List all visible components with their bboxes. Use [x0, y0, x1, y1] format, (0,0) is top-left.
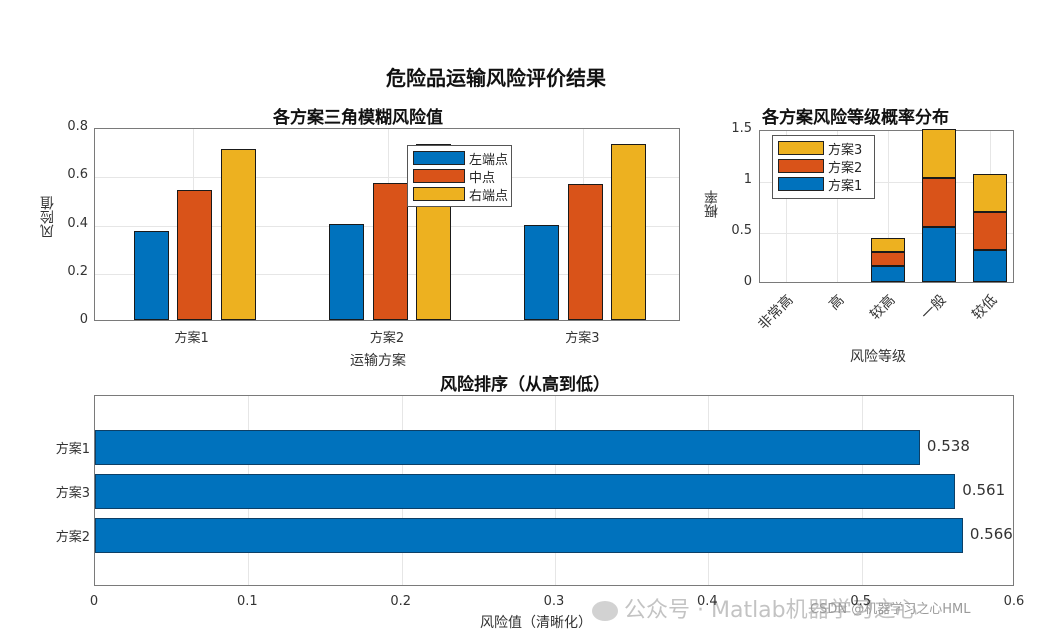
chart2-x-label: 风险等级 — [850, 349, 906, 365]
x-tick-label: 较高 — [866, 292, 898, 324]
legend-item: 方案1 — [773, 175, 874, 194]
data-label: 0.566 — [969, 525, 1013, 543]
y-tick-label: 0.4 — [67, 215, 88, 231]
chart1-legend: 左端点 中点 右端点 — [407, 145, 512, 207]
legend-item: 方案3 — [773, 139, 874, 158]
grid-line — [836, 131, 838, 282]
legend-label: 右端点 — [469, 188, 509, 204]
stack-方案1 — [870, 265, 905, 282]
ranking-bar — [95, 430, 920, 465]
x-tick-label: 方案1 — [174, 331, 209, 346]
bar-右端点 — [611, 143, 647, 320]
y-tick-label: 方案2 — [55, 530, 90, 545]
y-tick-label: 0.8 — [67, 119, 88, 134]
x-tick-label: 0 — [89, 594, 99, 609]
legend-swatch — [778, 159, 824, 173]
x-tick-label: 方案3 — [565, 331, 600, 346]
y-tick-label: 0 — [743, 274, 752, 289]
legend-item: 右端点 — [408, 185, 511, 204]
x-tick-label: 高 — [825, 292, 847, 314]
watermark-csdn: CSDN @机器学习之心HML — [810, 602, 971, 617]
legend-item: 中点 — [408, 167, 511, 186]
grid-line — [760, 182, 1013, 183]
stack-方案3 — [921, 129, 956, 178]
stack-方案2 — [870, 252, 905, 266]
grid-line — [760, 233, 1013, 234]
legend-swatch — [413, 151, 465, 165]
legend-swatch — [778, 141, 824, 155]
chart2-y-label: 概率 — [704, 190, 720, 218]
legend-label: 左端点 — [469, 152, 509, 168]
legend-item: 方案2 — [773, 157, 874, 176]
data-label: 0.561 — [962, 481, 1006, 499]
stack-方案3 — [972, 173, 1007, 212]
grid-line — [95, 177, 679, 179]
stack-方案2 — [921, 177, 956, 227]
chart3-plot-area — [94, 395, 1014, 586]
y-tick-label: 1 — [743, 172, 752, 187]
x-tick-label: 方案2 — [369, 331, 405, 346]
y-tick-label: 方案3 — [55, 486, 90, 501]
y-tick-label: 0.5 — [731, 223, 752, 238]
x-tick-label: 一般 — [917, 292, 949, 324]
legend-label: 中点 — [469, 170, 496, 186]
y-tick-label: 0.2 — [67, 263, 88, 279]
bar-左端点 — [329, 223, 364, 320]
x-tick-label: 0.3 — [543, 594, 565, 609]
y-tick-label: 1.5 — [731, 121, 752, 136]
legend-label: 方案3 — [828, 142, 863, 158]
chart2-title: 各方案风险等级概率分布 — [762, 108, 949, 128]
x-tick-label: 0.4 — [696, 594, 718, 609]
legend-label: 方案2 — [828, 160, 863, 176]
y-tick-label: 0.6 — [67, 167, 88, 183]
x-tick-label: 较低 — [968, 292, 1000, 324]
legend-swatch — [413, 169, 465, 183]
grid-line — [887, 131, 889, 282]
stack-方案1 — [921, 226, 956, 282]
bar-中点 — [177, 189, 213, 320]
chart1-y-label: 风险值 — [40, 196, 56, 238]
chart3-x-label: 风险值（清晰化） — [480, 615, 592, 631]
chart1-title: 各方案三角模糊风险值 — [273, 108, 443, 128]
bar-中点 — [567, 183, 603, 320]
chart1-plot-area — [94, 128, 680, 321]
x-tick-label: 0.1 — [236, 594, 258, 609]
stack-方案1 — [972, 250, 1007, 282]
chart3-title: 风险排序（从高到低） — [440, 375, 610, 395]
legend-swatch — [413, 187, 465, 201]
wechat-icon — [592, 601, 618, 621]
data-label: 0.538 — [926, 437, 970, 455]
bar-右端点 — [220, 148, 256, 320]
chart2-legend: 方案3 方案2 方案1 — [772, 135, 875, 199]
figure-title: 危险品运输风险评价结果 — [386, 66, 606, 90]
bar-左端点 — [133, 230, 169, 320]
x-tick-label: 非常高 — [754, 292, 796, 334]
stack-方案2 — [972, 211, 1007, 251]
ranking-bar — [95, 474, 956, 509]
bar-左端点 — [524, 224, 560, 320]
x-tick-label: 0.2 — [390, 594, 411, 609]
grid-line — [785, 131, 787, 282]
legend-swatch — [778, 177, 824, 191]
x-tick-label: 0.5 — [850, 594, 871, 609]
legend-label: 方案1 — [828, 178, 863, 194]
watermark-wechat: 公众号 · Matlab机器学习之心 — [592, 592, 918, 624]
ranking-bar — [95, 518, 963, 553]
bar-中点 — [372, 182, 408, 320]
y-tick-label: 方案1 — [55, 442, 90, 457]
stack-方案3 — [870, 238, 905, 253]
legend-item: 左端点 — [408, 149, 511, 168]
x-tick-label: 0.6 — [1003, 594, 1025, 609]
y-tick-label: 0 — [79, 312, 88, 327]
chart1-x-label: 运输方案 — [350, 353, 406, 369]
